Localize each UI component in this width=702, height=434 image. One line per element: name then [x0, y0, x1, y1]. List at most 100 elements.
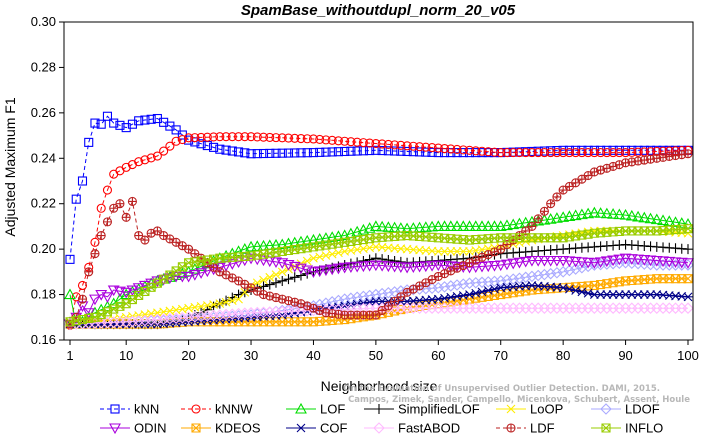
data-point-knn: [340, 146, 350, 157]
data-point-lof: [413, 221, 426, 233]
y-tick-label: 0.20: [31, 241, 56, 256]
data-point-knnw: [340, 136, 350, 146]
data-point-ldof: [551, 266, 563, 279]
data-point-knn: [240, 148, 250, 158]
data-point-fastabod: [126, 315, 139, 328]
data-point-knn: [296, 148, 306, 158]
data-point-knn: [283, 148, 294, 158]
data-point-knn: [65, 254, 75, 264]
data-point-ldof: [563, 264, 576, 277]
data-point-knn: [415, 147, 425, 157]
legend-item-kdeos: KDEOS: [181, 421, 261, 434]
data-point-knnw: [627, 147, 637, 157]
data-point-odin: [344, 262, 357, 273]
data-point-odin: [382, 261, 395, 273]
data-point-ldof: [569, 263, 582, 275]
data-point-lof: [544, 213, 557, 224]
legend-marker: [600, 403, 612, 415]
data-point-cof: [433, 294, 444, 304]
data-point-simplifiedlof: [271, 277, 281, 288]
data-point-ldf: [102, 217, 113, 227]
y-tick-label: 0.18: [31, 287, 56, 302]
data-point-odin: [182, 271, 195, 283]
data-point-knn: [371, 145, 381, 155]
data-point-knnw: [421, 142, 431, 152]
legend-marker: [601, 423, 611, 433]
data-point-odin: [313, 266, 326, 278]
data-point-knnw: [502, 148, 512, 158]
data-point-lof: [469, 220, 482, 231]
data-point-lof: [288, 236, 301, 248]
data-point-fastabod: [207, 309, 220, 322]
data-point-knn: [583, 145, 593, 155]
data-point-ldof: [376, 287, 388, 300]
data-point-knnw: [633, 147, 643, 157]
data-point-odin: [507, 258, 520, 270]
data-point-knnw: [196, 132, 206, 142]
y-axis-label: Adjusted Maximum F1: [2, 97, 18, 236]
data-point-ldf: [496, 244, 506, 254]
data-point-knnw: [71, 292, 81, 302]
data-point-fastabod: [139, 314, 151, 327]
data-point-knnw: [252, 132, 262, 142]
data-point-knn: [377, 146, 387, 156]
data-point-fastabod: [157, 313, 170, 325]
data-point-knnw: [458, 145, 468, 155]
data-point-lof: [532, 214, 545, 226]
data-point-odin: [657, 256, 669, 268]
data-point-simplifiedlof: [277, 275, 288, 286]
data-point-knn: [421, 147, 431, 157]
data-point-lof: [282, 237, 295, 249]
data-point-ldof: [432, 281, 445, 294]
legend-label: KDEOS: [215, 421, 261, 434]
data-point-fastabod: [120, 316, 132, 328]
legend-item-knnw: kNNW: [181, 402, 253, 417]
data-point-odin: [625, 254, 638, 265]
data-point-simplifiedlof: [295, 270, 306, 281]
chart-title: SpamBase_withoutdupl_norm_20_v05: [241, 2, 516, 19]
data-point-knn: [577, 145, 587, 155]
data-point-lof: [476, 220, 488, 231]
data-point-ldof: [507, 273, 519, 285]
data-point-knn: [558, 145, 568, 155]
data-point-knnw: [171, 136, 181, 146]
data-point-cof: [452, 292, 463, 301]
data-point-knn: [427, 147, 437, 157]
data-point-lof: [376, 220, 389, 232]
data-point-knnw: [396, 140, 406, 150]
data-point-knnw: [614, 148, 624, 158]
data-point-knnw: [521, 148, 531, 158]
data-point-knnw: [489, 147, 500, 157]
data-point-cof: [570, 286, 581, 295]
data-point-knnw: [121, 162, 131, 172]
data-point-knnw: [296, 133, 306, 144]
data-point-knnw: [564, 148, 574, 158]
data-point-lof: [644, 212, 657, 224]
data-point-lof: [432, 220, 445, 231]
legend-label: LOF: [320, 402, 345, 417]
data-point-knn: [184, 135, 194, 145]
data-point-odin: [569, 256, 582, 268]
data-point-knnw: [352, 137, 362, 147]
data-point-cof: [576, 287, 587, 297]
data-point-knn: [134, 116, 144, 126]
data-point-knn: [102, 111, 113, 121]
data-point-knn: [277, 148, 287, 158]
data-point-knn: [464, 148, 475, 158]
data-point-fastabod: [232, 307, 245, 320]
data-point-fastabod: [182, 311, 195, 324]
data-point-knn: [433, 148, 443, 158]
data-point-knn: [221, 145, 231, 155]
data-point-knnw: [177, 134, 187, 145]
data-point-knn: [315, 147, 325, 157]
data-point-knnw: [184, 133, 194, 143]
data-point-knn: [608, 145, 618, 155]
data-point-knnw: [215, 132, 225, 142]
data-point-ldof: [519, 271, 532, 284]
data-point-fastabod: [201, 310, 214, 322]
data-point-knnw: [439, 143, 450, 154]
data-point-knnw: [152, 151, 162, 161]
data-point-odin: [401, 262, 414, 274]
data-point-ldf: [109, 203, 119, 213]
data-point-knnw: [134, 157, 144, 167]
